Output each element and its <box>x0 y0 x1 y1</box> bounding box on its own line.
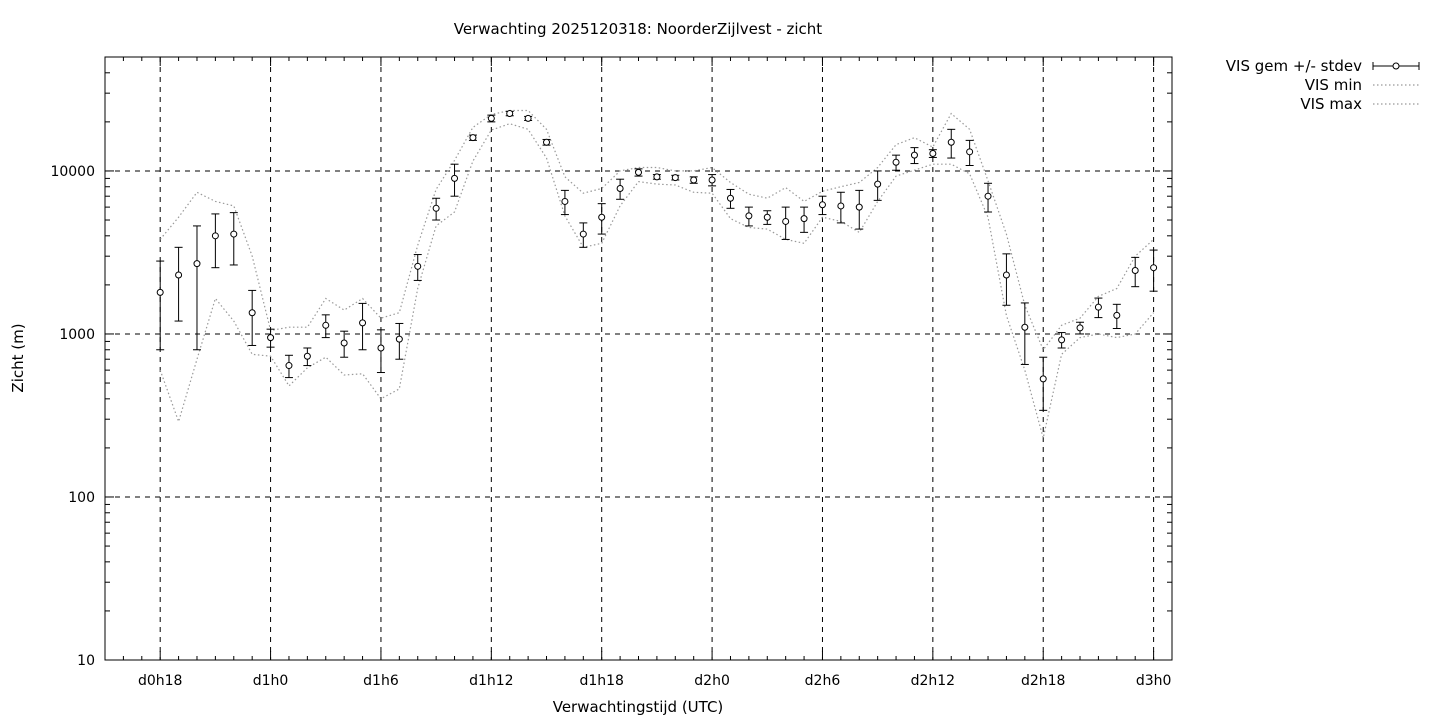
mean-point <box>1076 324 1084 332</box>
y-axis: 10 100 1000 10000 <box>50 56 1172 669</box>
x-tick-label: d2h6 <box>805 673 841 689</box>
y-tick-label: 100 <box>68 490 95 506</box>
mean-point <box>910 151 918 159</box>
x-tick-label: d1h12 <box>469 673 513 689</box>
legend-marker <box>1392 62 1400 70</box>
mean-point <box>377 344 385 352</box>
y-tick-label: 10000 <box>50 164 95 180</box>
mean-point <box>432 204 440 212</box>
x-tick-label: d2h12 <box>911 673 955 689</box>
mean-point <box>359 319 367 327</box>
x-tick-label: d2h18 <box>1021 673 1065 689</box>
mean-point <box>653 173 661 181</box>
vis-max-line <box>159 109 1155 352</box>
y-tick-label: 10 <box>77 653 95 669</box>
mean-point <box>1150 264 1158 272</box>
mean-point <box>524 114 532 122</box>
mean-point <box>175 271 183 279</box>
mean-point <box>322 321 330 329</box>
mean-point <box>690 176 698 184</box>
mean-point <box>156 288 164 296</box>
mean-point <box>543 138 551 146</box>
x-tick-label: d1h18 <box>579 673 623 689</box>
mean-point <box>892 158 900 166</box>
mean-point <box>745 212 753 220</box>
y-tick-label: 1000 <box>59 327 95 343</box>
mean-point <box>1058 336 1066 344</box>
mean-point <box>818 201 826 209</box>
mean-point <box>837 202 845 210</box>
x-tick-label: d0h18 <box>138 673 182 689</box>
x-axis: d0h18 d1h0 d1h6 d1h12 d1h18 d2h0 d2h6 d2h12 d2h1… <box>104 57 1173 689</box>
chart-title: Verwachting 2025120318: NoorderZijlvest … <box>454 20 823 38</box>
x-tick-label: d2h0 <box>694 673 730 689</box>
mean-point <box>782 217 790 225</box>
x-tick-label: d1h0 <box>253 673 289 689</box>
mean-point <box>1113 311 1121 319</box>
mean-point <box>929 149 937 157</box>
mean-point <box>984 192 992 200</box>
legend-label: VIS max <box>1300 95 1362 113</box>
mean-point <box>708 176 716 184</box>
mean-point <box>874 180 882 188</box>
mean-point <box>616 185 624 193</box>
mean-point <box>1094 303 1102 311</box>
y-axis-label: Zicht (m) <box>9 323 27 392</box>
mean-point <box>451 174 459 182</box>
mean-point <box>598 213 606 221</box>
mean-point <box>763 213 771 221</box>
plot-series <box>156 109 1158 439</box>
x-tick-label: d1h6 <box>363 673 399 689</box>
mean-point <box>267 334 275 342</box>
x-axis-label: Verwachtingstijd (UTC) <box>553 698 724 716</box>
mean-point <box>248 309 256 317</box>
plot-frame <box>104 56 1173 661</box>
mean-point <box>285 362 293 370</box>
mean-point <box>487 114 495 122</box>
mean-point <box>947 138 955 146</box>
mean-point <box>635 168 642 176</box>
mean-point <box>1039 375 1047 383</box>
mean-point <box>193 260 201 268</box>
mean-point <box>469 134 477 142</box>
mean-point <box>1131 267 1139 275</box>
mean-point <box>966 148 974 156</box>
mean-point <box>671 174 679 182</box>
mean-point <box>395 335 403 343</box>
mean-point <box>414 262 422 270</box>
mean-point <box>726 194 734 202</box>
mean-point <box>800 215 808 223</box>
mean-point <box>1021 323 1029 331</box>
mean-point <box>579 230 587 238</box>
mean-point <box>303 352 311 360</box>
mean-point <box>211 232 219 240</box>
mean-point <box>561 197 569 205</box>
mean-point <box>340 339 348 347</box>
grid-lines <box>105 57 1172 660</box>
x-tick-label: d3h0 <box>1136 673 1172 689</box>
legend-label: VIS gem +/- stdev <box>1226 57 1362 75</box>
mean-point <box>855 203 863 211</box>
mean-point <box>230 230 238 238</box>
mean-point <box>506 110 514 118</box>
mean-point <box>1002 271 1010 279</box>
legend-label: VIS min <box>1305 76 1362 94</box>
